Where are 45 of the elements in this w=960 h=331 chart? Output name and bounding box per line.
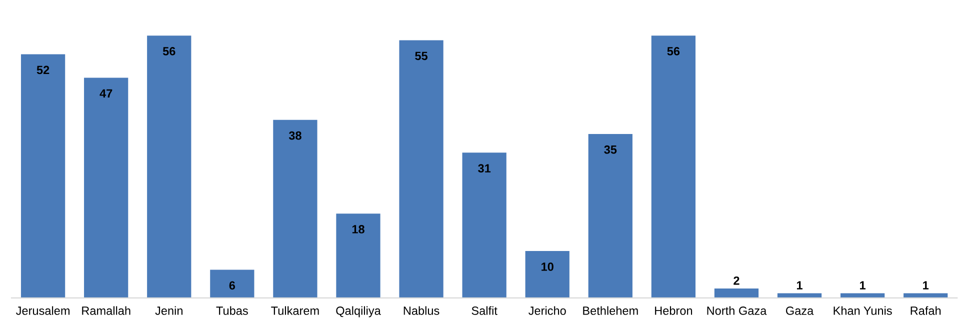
x-tick-label: Rafah: [910, 306, 941, 315]
bar: [210, 270, 254, 298]
bar: [777, 293, 822, 298]
x-tick-label: Gaza: [786, 306, 814, 315]
x-tick-label: Tubas: [216, 306, 248, 315]
x-tick-label: Jericho: [528, 306, 566, 315]
x-tick-label: Bethlehem: [583, 306, 638, 315]
data-label: 52: [36, 66, 50, 74]
x-tick-label: Tulkarem: [271, 306, 319, 315]
bar: [147, 36, 192, 298]
bar: [84, 78, 128, 298]
bar: [588, 134, 632, 298]
data-label: 6: [229, 281, 236, 290]
data-label: 2: [734, 276, 740, 285]
data-label: 47: [100, 89, 112, 98]
bar: [336, 214, 380, 298]
x-tick-label: Nablus: [404, 306, 440, 315]
x-tick-label: Khan Yunis: [834, 306, 892, 315]
x-tick-label: Jenin: [155, 306, 182, 315]
data-label: 1: [860, 281, 866, 290]
data-label: 38: [288, 131, 302, 140]
x-tick-label: Qalqiliya: [336, 306, 381, 318]
bar: [399, 40, 444, 298]
data-label: 31: [478, 164, 491, 173]
x-tick-label: North Gaza: [707, 306, 767, 315]
data-label: 10: [542, 262, 554, 271]
bar: [525, 251, 570, 298]
bar: [840, 293, 885, 298]
bar: [20, 54, 66, 298]
data-label: 35: [604, 145, 617, 154]
x-tick-label: Ramallah: [82, 306, 130, 315]
data-label: 18: [352, 225, 364, 234]
data-label: 56: [162, 47, 176, 56]
bar: [273, 120, 318, 298]
bar: [462, 152, 506, 298]
data-label: 55: [415, 52, 428, 60]
data-label: 1: [923, 281, 929, 290]
bar: [651, 36, 696, 298]
x-tick-label: Jerusalem: [16, 306, 70, 315]
x-tick-label: Hebron: [655, 306, 692, 315]
data-label: 56: [667, 47, 680, 56]
bar: [904, 293, 948, 298]
data-label: 1: [796, 281, 802, 290]
x-tick-label: Salfit: [472, 306, 498, 315]
bar: [714, 288, 759, 298]
